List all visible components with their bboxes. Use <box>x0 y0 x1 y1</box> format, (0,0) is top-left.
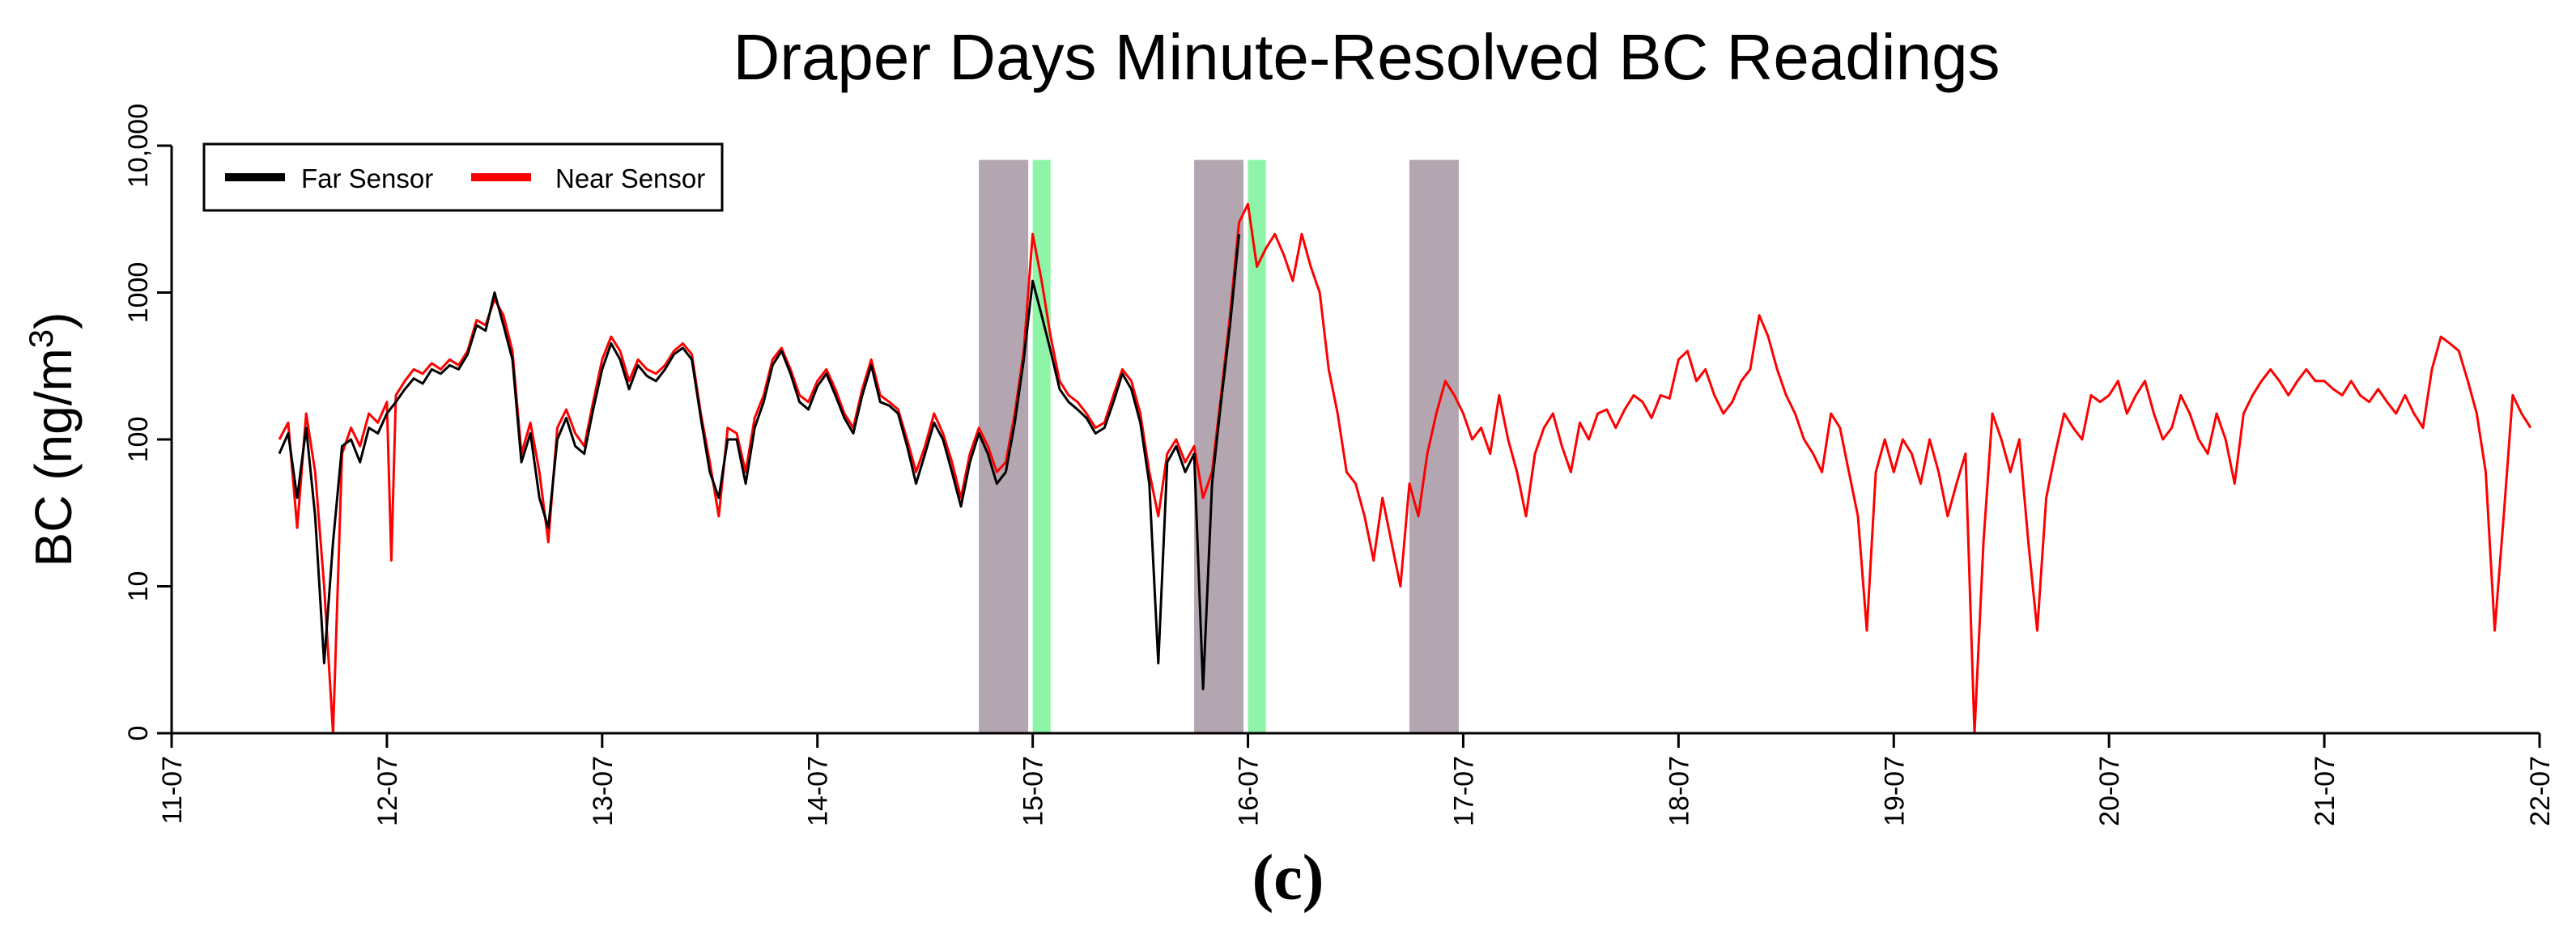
y-axis-label-superscript: 3 <box>22 329 60 348</box>
chart-title: Draper Days Minute-Resolved BC Readings <box>733 21 2000 93</box>
x-axis-ticks: 11-07 12-07 13-07 14-07 15-07 16-07 17-07 18-07… <box>157 733 2556 826</box>
x-tick-label-3: 13-07 <box>588 756 618 826</box>
y-tick-label-5: 10,000 <box>123 104 154 188</box>
y-axis-label: BC (ng/m3) <box>22 312 83 567</box>
legend: Far Sensor Near Sensor <box>202 142 724 212</box>
shaded-region-4 <box>1248 159 1266 733</box>
series-line-near-sensor <box>278 202 2532 735</box>
shaded-region-5 <box>1409 159 1459 733</box>
x-tick-label-4: 14-07 <box>803 756 834 826</box>
y-tick-label-3: 100 <box>123 417 154 463</box>
y-axis-label-base: BC (ng/m <box>24 348 83 566</box>
shaded-region-1 <box>979 159 1029 733</box>
x-tick-label-9: 19-07 <box>1879 756 1910 826</box>
series-line-far-sensor <box>278 234 1240 690</box>
x-tick-label-6: 16-07 <box>1234 756 1265 826</box>
legend-box <box>202 142 724 212</box>
shaded-regions <box>979 159 1459 733</box>
legend-label-near-sensor: Near Sensor <box>555 163 705 193</box>
x-tick-label-2: 12-07 <box>372 756 403 826</box>
x-tick-label-11: 21-07 <box>2310 756 2340 826</box>
y-axis-ticks: 0 10 100 1000 10,000 <box>123 104 172 740</box>
legend-label-far-sensor: Far Sensor <box>301 163 433 193</box>
y-tick-label-1: 0 <box>123 726 154 741</box>
y-axis-label-close: ) <box>24 312 83 329</box>
x-tick-label-10: 20-07 <box>2094 756 2125 826</box>
x-tick-label-1: 11-07 <box>157 756 188 824</box>
data-series <box>278 202 2532 735</box>
y-tick-label-2: 10 <box>123 571 154 602</box>
x-tick-label-8: 18-07 <box>1664 756 1694 826</box>
x-tick-label-7: 17-07 <box>1448 756 1479 826</box>
x-tick-label-12: 22-07 <box>2525 756 2556 826</box>
x-tick-label-5: 15-07 <box>1018 756 1049 826</box>
panel-label: (c) <box>1252 842 1324 914</box>
y-tick-label-4: 1000 <box>123 262 154 324</box>
